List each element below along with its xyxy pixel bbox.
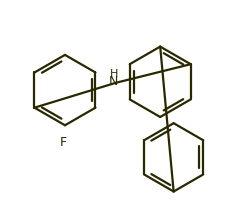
Text: F: F [59,135,66,148]
Text: H: H [110,69,118,78]
Text: N: N [109,74,118,87]
